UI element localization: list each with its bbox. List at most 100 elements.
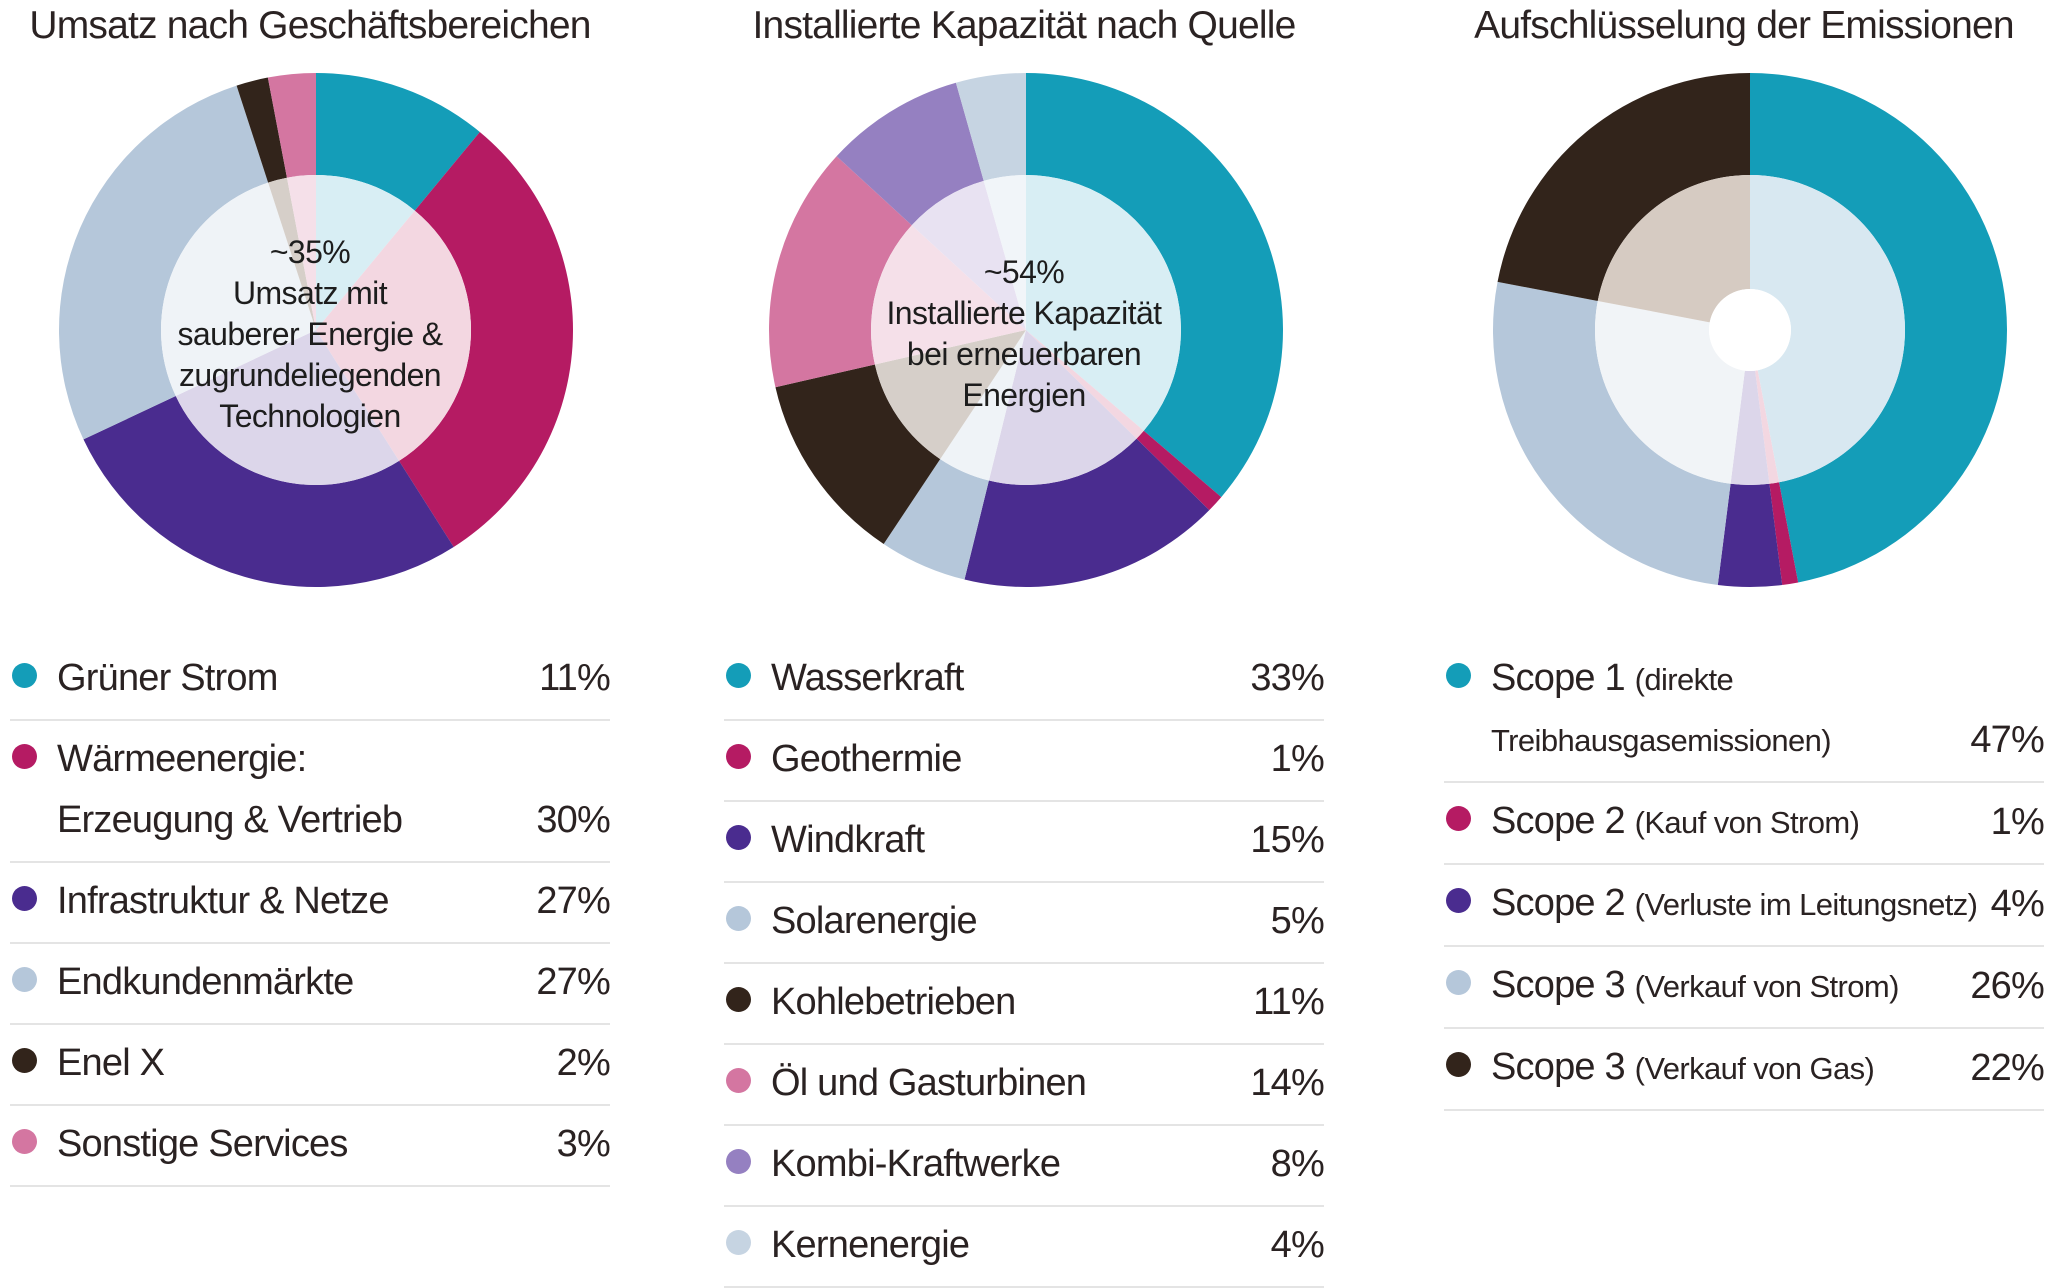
legend-value: 4% [1990,883,2045,925]
legend-label: Scope 3 (Verkauf von Gas) [1491,1037,1970,1099]
legend-value: 1% [1270,738,1325,780]
donut-inner-slice [1755,370,1780,484]
donut-inner-slice [286,175,316,330]
donut-slice [775,364,941,544]
center-label: ~35% Umsatz mit sauberer Energie & zugru… [145,232,475,437]
donut-slice [1769,482,1799,585]
donut-inner-slice [1750,175,1905,483]
legend-item: Windkraft 15% [724,802,1325,883]
legend-label: Infrastruktur & Netze [57,880,389,922]
legend-label: Scope 1 (direkte Treibhausgasemissionen) [1491,648,1970,771]
center-label-line: Technologien [219,398,401,434]
legend-item: Scope 2 (Verluste im Leitungsnetz) 4% [1444,865,2045,947]
donut-slice [316,73,480,211]
legend-item: Kernenergie 4% [724,1207,1325,1288]
legend-label-detail: (Verkauf von Strom) [1634,969,1900,1004]
legend-label-main: Scope 2 [1491,800,1626,842]
legend-value: 3% [556,1123,611,1165]
legend-item: Wasserkraft 33% [724,640,1325,721]
legend-label: Endkundenmärkte [57,961,354,1003]
donut-slice [236,77,287,183]
donut-inner-slice [316,175,415,330]
legend-value: 5% [1270,900,1325,942]
legend-swatch [12,1048,37,1073]
legend-value: 2% [556,1042,611,1084]
legend-item: Sonstige Services 3% [10,1106,611,1187]
legend-label-main: Scope 2 [1491,882,1626,924]
center-label-line: ~54% [983,254,1065,290]
legend-label: Öl und Gasturbinen [771,1062,1087,1104]
donut-inner-slice [1595,300,1745,484]
legend-swatch [726,663,751,688]
legend-label: Solarenergie [771,900,978,942]
legend-item: Scope 2 (Kauf von Strom) 1% [1444,783,2045,865]
legend-swatch [1446,970,1471,995]
legend-swatch [726,987,751,1012]
legend-value: 14% [1250,1062,1324,1104]
center-label-line: ~35% [269,234,351,270]
donut-slice [399,131,573,547]
donut-slice [1750,73,2007,583]
legend-label-line: Wärmeenergie: [57,738,307,780]
center-label: ~54% Installierte Kapazität bei erneuerb… [834,252,1214,416]
legend-item: Wärmeenergie: Erzeugung & Vertrieb 30% [10,721,611,863]
legend-item: Geothermie 1% [724,721,1325,802]
legend-item: Grüner Strom 11% [10,640,611,721]
legend-label: Scope 3 (Verkauf von Strom) [1491,955,1970,1017]
center-label-line: bei erneuerbaren [906,336,1142,372]
legend-item: Scope 3 (Verkauf von Gas) 22% [1444,1029,2045,1111]
legend-value: 27% [536,880,610,922]
legend-value: 4% [1270,1224,1325,1266]
donut-inner-slice [874,330,1026,460]
legend-item: Scope 3 (Verkauf von Strom) 26% [1444,947,2045,1029]
legend-label-main: Scope 3 [1491,964,1626,1006]
donut-chart-capacity [769,73,1283,587]
legend-value: 15% [1250,819,1324,861]
center-label-line: sauberer Energie & [177,316,444,352]
legend-swatch [726,744,751,769]
legend-label: Sonstige Services [57,1123,348,1165]
donut-chart-emissions [1493,72,2007,587]
center-label-line: zugrundeliegenden [178,357,442,393]
legend-label: Kernenergie [771,1224,970,1266]
legend-label: Grüner Strom [57,657,278,699]
center-label-line: Umsatz mit [232,275,388,311]
legend-value: 1% [1990,801,2045,843]
donut-inner-slice [871,225,1026,365]
donut-inner-slice [316,210,471,461]
legend-swatch [1446,806,1471,831]
legend-value: 8% [1270,1143,1325,1185]
legend-value: 30% [536,799,610,841]
legend-item: Endkundenmärkte 27% [10,944,611,1025]
legend-swatch [726,1068,751,1093]
donut-slice [267,73,316,178]
legend-label: Geothermie [771,738,962,780]
legend-swatch [12,744,37,769]
center-label-line: Energien [962,377,1086,413]
legend-label: Kohlebetrieben [771,981,1016,1023]
legend-label-main: Scope 3 [1491,1046,1626,1088]
legend-label-line: Scope 1 (direkte [1491,648,1970,710]
legend-label: Kombi-Kraftwerke [771,1143,1061,1185]
donut-inner-slice [940,330,1026,481]
legend-swatch [1446,663,1471,688]
legend-label: Scope 2 (Verluste im Leitungsnetz) [1491,873,1991,935]
donut-inner-slice [1597,175,1750,323]
legend-item: Scope 1 (direkte Treibhausgasemissionen)… [1444,640,2045,783]
donut-chart-revenue [58,73,573,587]
donut-inner-slice [175,330,400,485]
legend-swatch [726,1149,751,1174]
donut-inner-slice [988,330,1137,485]
legend-label-detail: Treibhausgasemissionen) [1491,723,1832,758]
legend-label: Wärmeenergie: Erzeugung & Vertrieb [57,729,536,851]
legend-swatch [726,825,751,850]
donut-slice [955,73,1026,181]
chart-title: Aufschlüsselung der Emissionen [1474,4,2014,47]
legend-label-main: Scope 1 [1491,657,1626,699]
donut-slice [964,438,1210,587]
legend-item: Kohlebetrieben 11% [724,964,1325,1045]
donut-slice [1026,73,1283,498]
legend-item: Solarenergie 5% [724,883,1325,964]
legend-value: 33% [1250,657,1324,699]
donut-slice [1493,281,1731,585]
